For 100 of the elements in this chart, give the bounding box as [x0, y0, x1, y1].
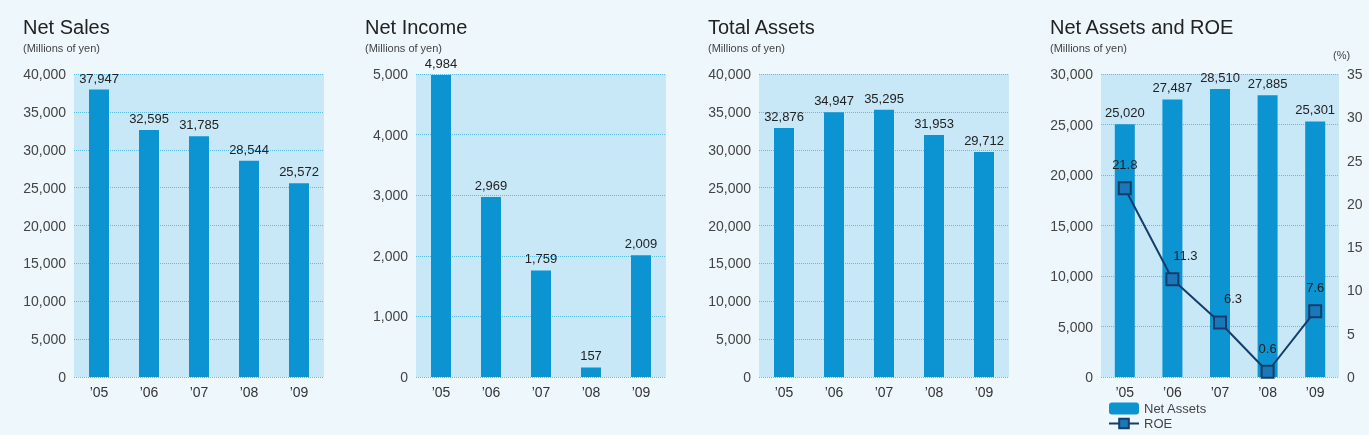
data-label: 34,947 — [813, 93, 854, 109]
data-label: 35,295 — [863, 90, 904, 106]
x-tick-label: ’09 — [289, 384, 309, 400]
y-axis-title: (Millions of yen) — [23, 41, 101, 54]
x-tick-label: ’08 — [581, 384, 601, 400]
y-tick-label: 1,000 — [373, 308, 409, 325]
chart-title: Total Assets — [707, 16, 815, 38]
data-label: 32,595 — [129, 111, 169, 127]
point — [1212, 315, 1227, 330]
data-label: 4,984 — [424, 55, 458, 71]
y-axis-title: (Millions of yen) — [707, 41, 785, 54]
y2-tick-label: 25 — [1346, 152, 1363, 169]
data-label: 31,953 — [913, 115, 954, 131]
data-label: 1,759 — [524, 251, 558, 267]
x-tick-label: ’05 — [431, 384, 451, 400]
y-tick-label: 0 — [400, 369, 409, 385]
y-tick-label: 10,000 — [1049, 268, 1093, 284]
data-label: 31,785 — [179, 117, 219, 133]
data-label: 28,510 — [1199, 70, 1240, 86]
bar — [581, 367, 602, 377]
y-tick-label: 25,000 — [1049, 116, 1093, 133]
data-label: 157 — [580, 348, 603, 364]
bar — [773, 127, 794, 377]
x-tick-label: ’05 — [89, 384, 109, 400]
y-tick-label: 4,000 — [373, 126, 409, 143]
bar — [531, 270, 552, 377]
data-label: 37,947 — [79, 70, 119, 86]
legend-label: Net Assets — [1143, 401, 1207, 416]
data-label: 0.6 — [1258, 340, 1277, 356]
x-tick-label: ’09 — [631, 384, 651, 400]
y-tick-label: 25,000 — [23, 179, 67, 196]
bar — [89, 89, 109, 377]
y-tick-label: 2,000 — [373, 247, 409, 264]
y-tick-label: 40,000 — [23, 66, 67, 82]
bar — [1257, 95, 1278, 377]
y-axis-title: (Millions of yen) — [1049, 41, 1127, 54]
data-label: 32,876 — [763, 108, 804, 124]
bar — [189, 136, 209, 377]
data-label: 25,301 — [1295, 102, 1335, 118]
data-label: 25,572 — [279, 164, 319, 180]
chart-title: Net Assets and ROE — [1049, 16, 1234, 38]
legend-label: ROE — [1143, 416, 1173, 431]
x-tick-label: ’06 — [139, 384, 159, 400]
y2-tick-label: 15 — [1346, 239, 1363, 256]
x-tick-label: ’06 — [1162, 384, 1182, 400]
y-tick-label: 5,000 — [30, 331, 67, 348]
y-tick-label: 15,000 — [707, 255, 751, 272]
y-tick-label: 30,000 — [1049, 66, 1093, 82]
y-tick-label: 0 — [742, 369, 751, 385]
y-tick-label: 10,000 — [707, 293, 751, 310]
x-tick-label: ’07 — [874, 384, 894, 400]
x-tick-label: ’08 — [924, 384, 944, 400]
y-tick-label: 0 — [58, 369, 67, 385]
point — [1165, 272, 1180, 287]
point — [1260, 364, 1275, 379]
x-tick-label: ’09 — [1305, 384, 1325, 400]
y-tick-label: 25,000 — [707, 179, 751, 196]
x-tick-label: ’06 — [481, 384, 501, 400]
data-label: 2,009 — [624, 236, 658, 252]
y2-tick-label: 10 — [1346, 282, 1363, 299]
y-tick-label: 20,000 — [23, 217, 67, 234]
data-label: 25,020 — [1104, 105, 1145, 121]
x-tick-label: ’08 — [239, 384, 259, 400]
bar — [973, 151, 994, 377]
y2-tick-label: 5 — [1346, 325, 1355, 342]
y-tick-label: 3,000 — [373, 187, 409, 204]
y-tick-label: 5,000 — [1057, 318, 1093, 335]
bar — [1304, 121, 1325, 377]
x-tick-label: ’05 — [1115, 384, 1135, 400]
y2-tick-label: 20 — [1346, 195, 1363, 212]
y-tick-label: 15,000 — [23, 255, 67, 272]
y-tick-label: 35,000 — [23, 103, 67, 120]
x-tick-label: ’07 — [189, 384, 209, 400]
bar — [631, 255, 652, 377]
bar — [289, 183, 309, 377]
x-tick-label: ’05 — [774, 384, 794, 400]
bar — [823, 112, 844, 377]
y2-tick-label: 35 — [1346, 66, 1363, 82]
data-label: 27,885 — [1247, 76, 1288, 92]
bar — [873, 109, 894, 377]
y-tick-label: 30,000 — [23, 141, 67, 158]
y2-tick-label: 0 — [1346, 369, 1355, 385]
point — [1307, 304, 1322, 319]
bar — [481, 197, 502, 377]
y-tick-label: 20,000 — [1049, 167, 1093, 183]
y-tick-label: 30,000 — [707, 141, 751, 158]
y2-tick-label: 30 — [1346, 109, 1363, 126]
bar — [1114, 124, 1135, 377]
x-tick-label: ’07 — [1210, 384, 1230, 400]
y-tick-label: 5,000 — [373, 66, 409, 82]
y2-axis-title: (%) — [1332, 48, 1350, 61]
bar — [239, 160, 259, 377]
data-label: 2,969 — [474, 178, 508, 194]
bar — [139, 130, 159, 377]
y-tick-label: 10,000 — [23, 293, 67, 310]
y-tick-label: 15,000 — [1049, 217, 1093, 234]
y-axis-title: (Millions of yen) — [365, 41, 443, 54]
data-label: 29,712 — [963, 132, 1004, 148]
chart-title: Net Income — [365, 16, 468, 38]
y-tick-label: 35,000 — [707, 103, 751, 120]
